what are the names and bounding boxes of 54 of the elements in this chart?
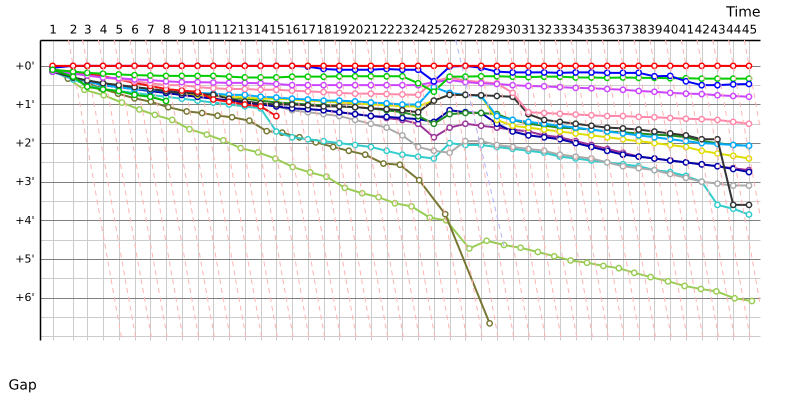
x-tick-label: 28 bbox=[474, 22, 490, 36]
x-tick-label: 14 bbox=[253, 22, 269, 36]
y-tick-label: +2' bbox=[15, 136, 34, 150]
x-tick-label: 36 bbox=[600, 22, 616, 36]
x-tick-label: 41 bbox=[678, 22, 694, 36]
x-tick-label: 24 bbox=[410, 22, 426, 36]
x-tick-label: 27 bbox=[458, 22, 474, 36]
x-tick-label: 33 bbox=[552, 22, 568, 36]
x-tick-label: 22 bbox=[379, 22, 395, 36]
x-tick-label: 19 bbox=[332, 22, 348, 36]
x-tick-label: 29 bbox=[490, 22, 506, 36]
x-tick-label: 15 bbox=[269, 22, 284, 36]
x-tick-label: 39 bbox=[647, 22, 663, 36]
x-tick-label: 11 bbox=[206, 22, 222, 36]
x-tick-label: 42 bbox=[694, 22, 710, 36]
x-tick-label: 4 bbox=[100, 22, 108, 36]
x-tick-label: 40 bbox=[663, 22, 678, 36]
x-tick-label: 23 bbox=[395, 22, 411, 36]
x-tick-label: 34 bbox=[568, 22, 584, 36]
x-tick-label: 13 bbox=[238, 22, 253, 36]
y-tick-label: +5' bbox=[15, 252, 34, 266]
x-tick-label: 5 bbox=[115, 22, 124, 36]
x-tick-label: 38 bbox=[632, 22, 647, 36]
x-tick-label: 18 bbox=[316, 22, 332, 36]
x-tick-label: 17 bbox=[300, 22, 316, 36]
y-tick-label: +6' bbox=[15, 291, 34, 304]
x-tick-label: 2 bbox=[70, 22, 78, 36]
x-tick-label: 8 bbox=[162, 22, 170, 36]
x-tick-label: 12 bbox=[222, 22, 238, 36]
x-tick-label: 10 bbox=[190, 22, 206, 36]
x-tick-label: 35 bbox=[584, 22, 600, 36]
x-tick-label: 31 bbox=[521, 22, 537, 36]
x-tick-label: 16 bbox=[284, 22, 300, 36]
x-tick-label: 30 bbox=[506, 22, 521, 36]
x-tick-label: 21 bbox=[364, 22, 379, 36]
x-tick-label: 26 bbox=[442, 22, 458, 36]
x-tick-label: 9 bbox=[178, 22, 186, 36]
x-tick-label: 3 bbox=[84, 22, 92, 36]
x-tick-label: 37 bbox=[616, 22, 632, 36]
x-tick-label: 32 bbox=[537, 22, 552, 36]
x-tick-label: 1 bbox=[49, 22, 57, 36]
y-tick-label: +0' bbox=[15, 59, 34, 72]
x-tick-label: 43 bbox=[710, 22, 726, 36]
y-tick-label: +1' bbox=[15, 98, 34, 111]
x-axis-title: Time bbox=[725, 4, 760, 20]
x-tick-label: 45 bbox=[742, 22, 758, 36]
y-tick-label: +4' bbox=[15, 214, 34, 227]
x-tick-label: 25 bbox=[426, 22, 442, 36]
y-tick-label: +3' bbox=[15, 175, 34, 188]
x-tick-label: 44 bbox=[726, 22, 742, 36]
y-axis-title: Gap bbox=[8, 378, 37, 394]
x-tick-label: 6 bbox=[131, 22, 139, 36]
x-tick-label: 20 bbox=[348, 22, 364, 36]
x-tick-label: 7 bbox=[146, 22, 155, 36]
